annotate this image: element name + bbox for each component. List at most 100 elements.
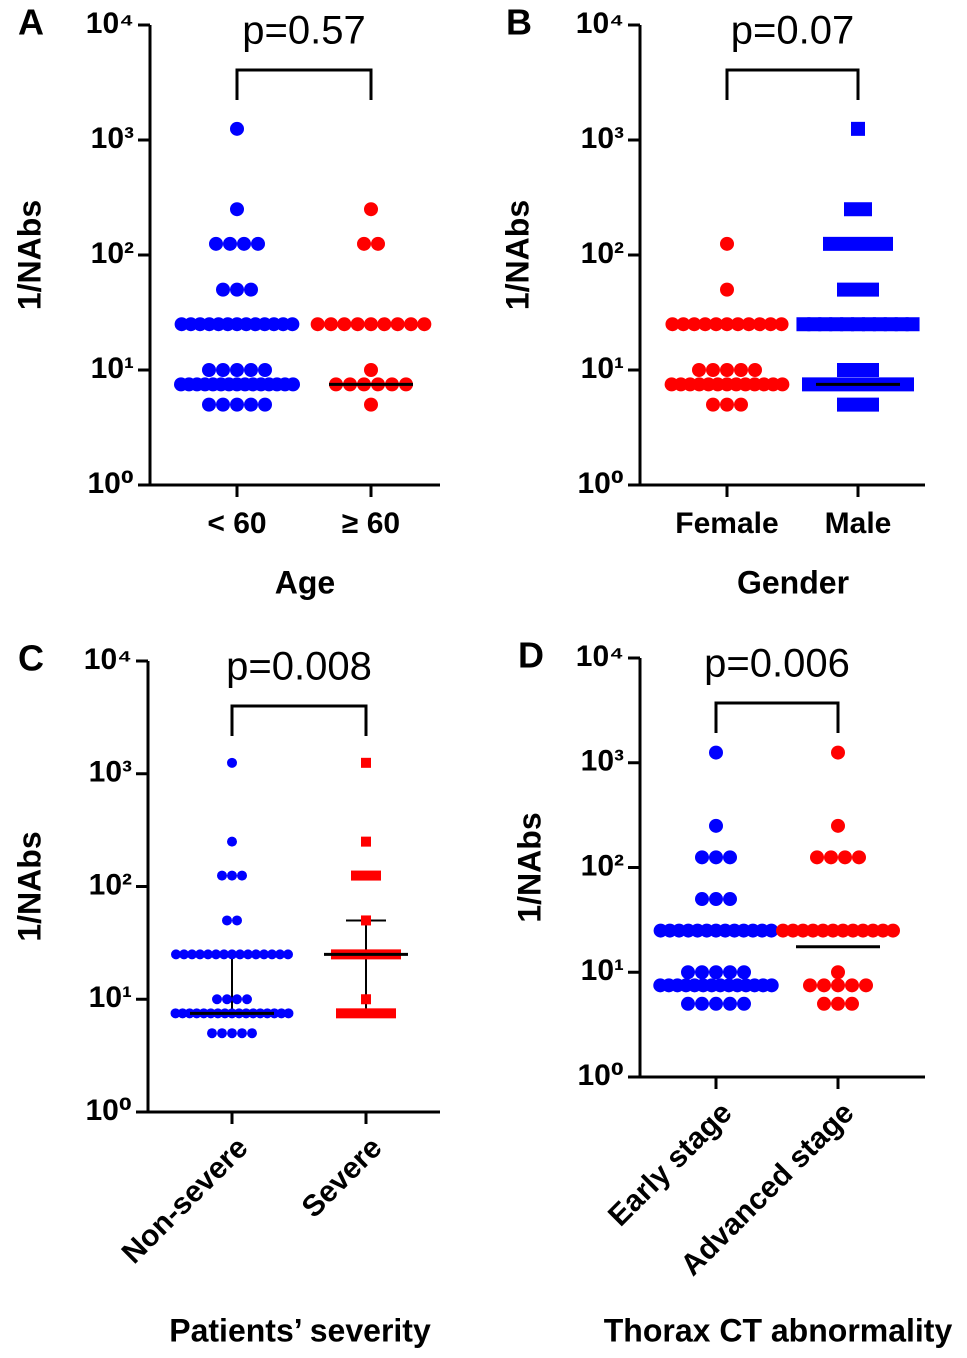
data-point xyxy=(251,236,265,251)
data-point xyxy=(230,282,244,297)
data-point xyxy=(886,923,900,938)
data-point xyxy=(324,317,338,332)
x-tick-label: Severe xyxy=(296,1131,389,1224)
y-tick-label: 10² xyxy=(581,237,624,270)
data-point xyxy=(235,949,245,960)
data-point xyxy=(285,317,300,332)
data-point xyxy=(217,870,227,881)
data-point xyxy=(723,965,737,980)
panel-label: B xyxy=(506,2,532,43)
data-point xyxy=(829,317,844,332)
data-point xyxy=(361,870,371,881)
data-point xyxy=(390,317,405,332)
y-tick-label: 10⁰ xyxy=(577,1059,624,1092)
data-point xyxy=(846,923,860,938)
p-value: p=0.006 xyxy=(704,642,850,686)
data-point xyxy=(665,317,680,332)
data-point xyxy=(681,996,695,1011)
data-point xyxy=(748,363,762,377)
data-point xyxy=(216,282,230,297)
data-point xyxy=(232,915,242,926)
data-point xyxy=(837,236,851,251)
data-point xyxy=(695,996,709,1011)
data-point xyxy=(709,317,724,332)
data-point xyxy=(377,317,392,332)
data-point xyxy=(741,317,756,332)
data-point xyxy=(695,965,709,980)
significance-bracket xyxy=(235,68,373,100)
y-tick-label: 10¹ xyxy=(89,981,132,1014)
significance-bracket xyxy=(714,701,840,733)
data-point xyxy=(237,236,251,251)
data-point xyxy=(837,282,851,297)
data-point xyxy=(723,996,737,1011)
data-point xyxy=(232,994,242,1005)
data-point xyxy=(872,317,887,332)
x-axis-label: Age xyxy=(275,564,335,600)
p-value: p=0.57 xyxy=(242,9,365,53)
data-point xyxy=(243,949,253,960)
data-point xyxy=(865,363,879,377)
data-point xyxy=(709,965,723,980)
y-tick-label: 10¹ xyxy=(581,954,624,987)
y-tick-label: 10⁰ xyxy=(577,467,624,500)
data-point xyxy=(905,317,920,332)
data-point xyxy=(227,949,237,960)
data-point xyxy=(361,994,371,1005)
y-tick-label: 10¹ xyxy=(581,352,624,385)
data-point xyxy=(852,850,866,865)
data-point xyxy=(286,377,300,392)
data-point xyxy=(737,996,751,1011)
data-point xyxy=(356,1008,366,1019)
data-point xyxy=(838,850,852,865)
data-point xyxy=(211,949,221,960)
data-point xyxy=(831,978,845,993)
data-point xyxy=(836,923,850,938)
data-point xyxy=(776,923,790,938)
data-point xyxy=(217,1028,227,1039)
x-tick-label: Non-severe xyxy=(116,1131,255,1270)
data-point xyxy=(720,397,734,412)
data-point xyxy=(242,994,252,1005)
data-point xyxy=(376,1008,386,1019)
data-point xyxy=(247,1028,257,1039)
data-point xyxy=(818,317,833,332)
data-point xyxy=(894,317,909,332)
data-point xyxy=(806,923,820,938)
data-point xyxy=(283,1008,294,1019)
data-point xyxy=(216,397,230,412)
data-point xyxy=(230,202,244,217)
y-tick-label: 10² xyxy=(581,849,624,882)
data-point xyxy=(720,236,734,251)
data-point xyxy=(774,317,789,332)
data-point xyxy=(845,996,859,1011)
x-tick-label: ≥ 60 xyxy=(342,507,400,540)
data-point xyxy=(244,397,258,412)
panel-label: A xyxy=(18,2,44,43)
data-point xyxy=(851,236,865,251)
data-point xyxy=(706,397,720,412)
significance-bracket xyxy=(230,704,368,736)
y-tick-label: 10⁴ xyxy=(84,643,132,676)
data-point xyxy=(796,923,810,938)
data-point xyxy=(876,923,890,938)
data-point xyxy=(364,317,378,332)
data-point xyxy=(676,317,691,332)
x-tick-label: Early stage xyxy=(602,1096,739,1233)
data-point xyxy=(258,397,272,412)
data-point xyxy=(844,202,858,217)
data-point xyxy=(227,1028,237,1039)
data-point xyxy=(709,892,723,907)
data-point xyxy=(831,965,845,980)
data-point xyxy=(179,949,189,960)
data-point xyxy=(859,978,873,993)
data-point xyxy=(803,978,817,993)
data-point xyxy=(856,923,870,938)
data-point xyxy=(267,949,277,960)
data-point xyxy=(237,1028,247,1039)
y-tick-label: 10⁴ xyxy=(576,7,624,40)
data-point xyxy=(177,1008,188,1019)
x-tick-label: Female xyxy=(675,507,778,540)
data-point xyxy=(786,923,800,938)
